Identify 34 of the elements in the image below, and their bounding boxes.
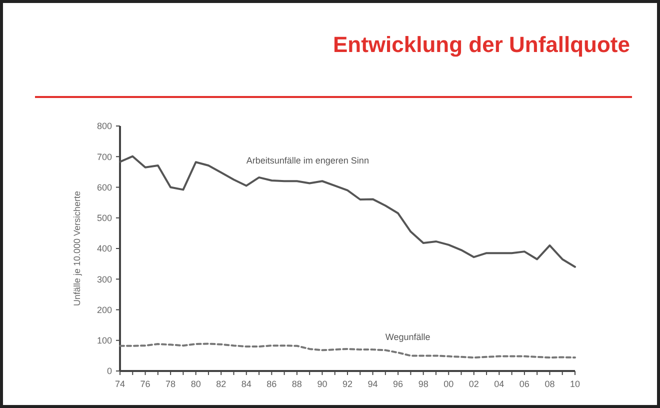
x-tick-label: 92 (342, 379, 353, 389)
y-tick-label: 500 (96, 213, 112, 224)
x-tick-label: 88 (292, 379, 302, 389)
y-axis-title: Unfälle je 10.000 Versicherte (72, 190, 82, 306)
x-tick-label: 78 (166, 379, 176, 389)
x-tick-label: 86 (266, 379, 277, 389)
y-tick-label: 700 (96, 152, 112, 162)
line-series (119, 342, 576, 359)
x-tick-label: 94 (368, 379, 378, 389)
x-tick-label: 76 (140, 379, 150, 389)
series-label: Arbeitsunfälle im engeren Sinn (246, 156, 369, 166)
x-tick-label: 08 (544, 379, 555, 389)
series-label: Wegunfälle (385, 332, 430, 342)
x-tick-label: 02 (468, 379, 479, 389)
line-series (119, 155, 576, 268)
x-tick-label: 00 (444, 379, 454, 389)
x-tick-label: 96 (393, 379, 404, 389)
y-tick-label: 300 (96, 274, 112, 284)
y-tick-label: 800 (96, 121, 112, 132)
x-tick-label: 82 (216, 379, 226, 389)
x-tick-label: 10 (570, 379, 580, 389)
x-tick-label: 80 (190, 379, 201, 389)
x-tick-label: 90 (317, 379, 328, 389)
chart-title: Entwicklung der Unfallquote (332, 32, 630, 57)
y-tick-label: 600 (96, 182, 112, 192)
y-tick-label: 0 (106, 366, 112, 376)
y-tick-label: 400 (96, 244, 112, 254)
y-tick-label: 100 (96, 336, 112, 346)
x-tick-label: 06 (519, 379, 530, 389)
y-tick-label: 200 (96, 304, 112, 315)
x-tick-label: 84 (241, 379, 252, 389)
x-tick-label: 04 (494, 379, 504, 389)
x-tick-label: 98 (418, 379, 428, 389)
x-tick-label: 74 (114, 379, 126, 389)
